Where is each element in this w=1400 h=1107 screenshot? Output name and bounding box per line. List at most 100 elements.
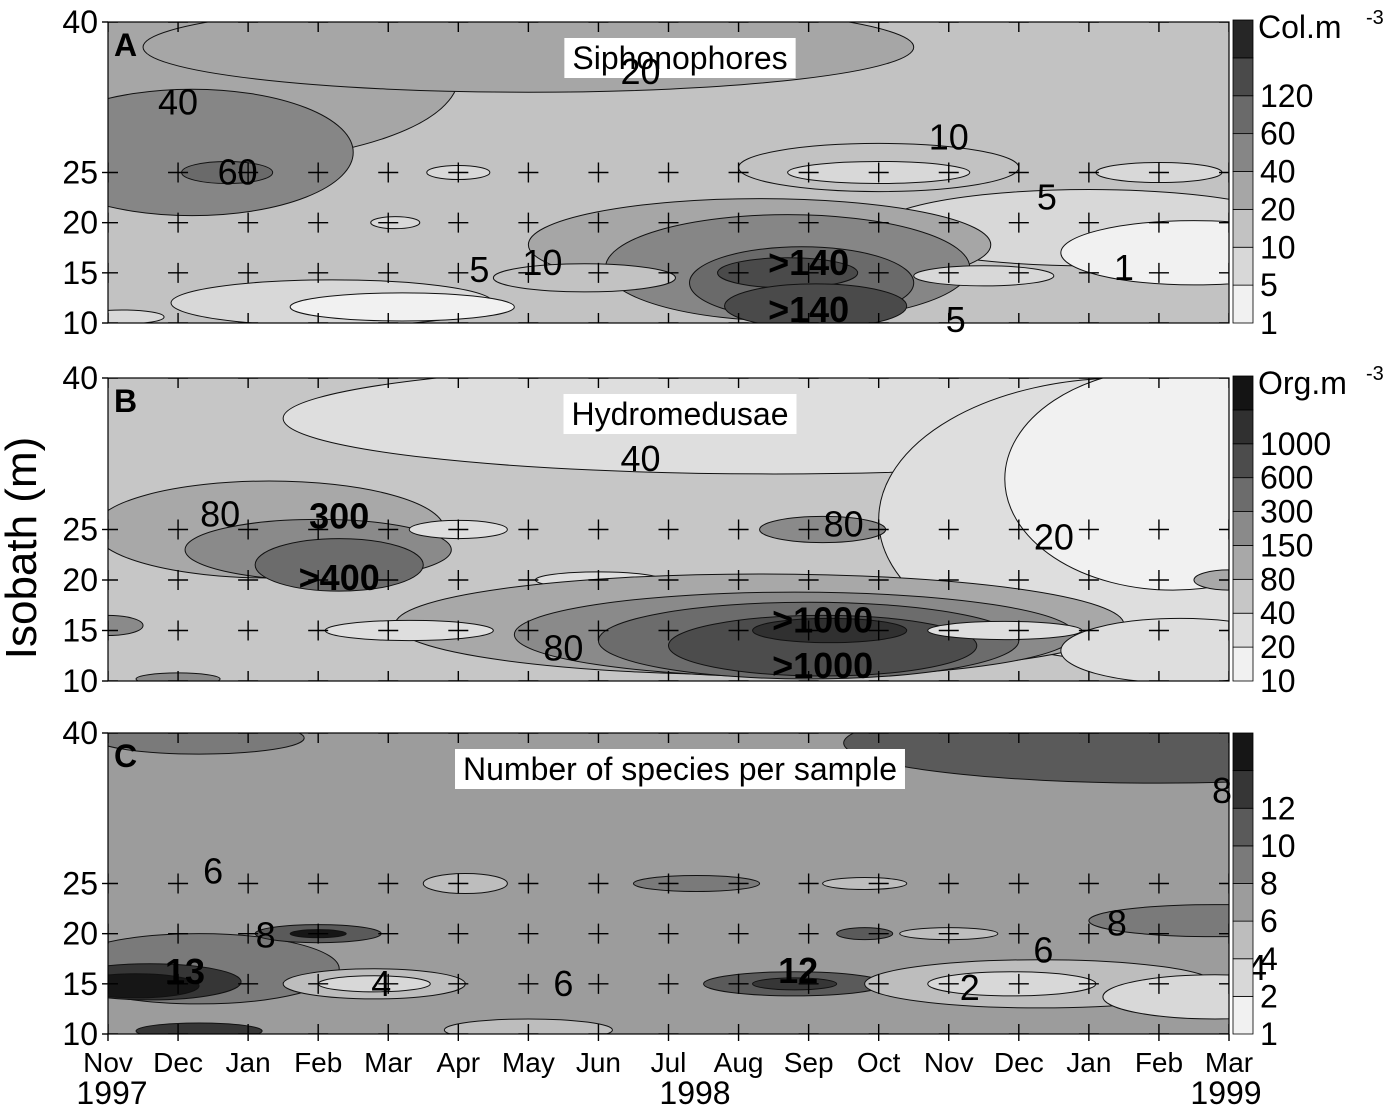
sample-station-mark: [938, 1024, 959, 1034]
sample-station-mark: [108, 620, 118, 641]
sample-station-mark: [1008, 212, 1029, 233]
sample-station-mark: [728, 1024, 749, 1034]
panel-title-text: Hydromedusae: [572, 396, 789, 432]
contour-label: >1000: [772, 599, 873, 640]
sample-station-mark: [658, 162, 679, 183]
sample-station-mark: [658, 519, 679, 540]
y-tick-label: 25: [62, 512, 98, 548]
sample-station-mark: [378, 733, 399, 743]
colorbar-level-label: 2: [1260, 978, 1278, 1014]
sample-station-mark: [448, 733, 469, 743]
x-tick-label: Feb: [1135, 1047, 1183, 1078]
sample-station-mark: [798, 262, 819, 283]
sample-station-mark: [1008, 162, 1029, 183]
sample-station-mark: [1008, 923, 1029, 944]
x-tick-label: Oct: [857, 1047, 901, 1078]
contour-label: 20: [1034, 517, 1074, 558]
sample-station-mark: [588, 519, 609, 540]
panel-title-text: Siphonophores: [572, 40, 787, 76]
colorbar-swatch: [1232, 545, 1254, 580]
sample-station-mark: [938, 212, 959, 233]
contour-label: 12: [778, 950, 818, 991]
panel-title: Number of species per sample: [455, 749, 905, 789]
x-tick-label: Jan: [1066, 1047, 1111, 1078]
contour-region-c-8: [752, 977, 838, 991]
sample-station-mark: [938, 733, 959, 743]
contour-label: 2: [960, 967, 980, 1008]
sample-station-mark: [868, 1024, 889, 1034]
sample-station-mark: [518, 671, 539, 681]
sample-station-mark: [728, 162, 749, 183]
sample-station-mark: [168, 570, 189, 590]
sample-station-mark: [238, 733, 259, 743]
sample-station-mark: [938, 519, 959, 540]
sample-station-mark: [588, 973, 609, 994]
panel-letter: C: [114, 738, 137, 774]
sample-station-mark: [1078, 671, 1099, 681]
sample-station-mark: [168, 162, 189, 183]
sample-station-mark: [168, 313, 189, 323]
contour-label: 13: [165, 951, 205, 992]
colorbar-swatch: [1232, 732, 1254, 772]
colorbar-swatch: [1232, 578, 1254, 614]
sample-station-mark: [1078, 22, 1099, 32]
sample-station-mark: [658, 973, 679, 994]
sample-station-mark: [1078, 873, 1099, 894]
y-tick-label: 25: [62, 155, 98, 191]
sample-station-mark: [168, 620, 189, 641]
colorbar-level-label: 120: [1260, 78, 1313, 114]
contour-label: 1: [1114, 247, 1134, 288]
sample-station-mark: [1008, 378, 1029, 388]
sample-station-mark: [378, 262, 399, 283]
sample-station-mark: [938, 973, 959, 994]
x-tick-label: Mar: [1205, 1047, 1253, 1078]
sample-station-mark: [238, 519, 259, 540]
sample-station-mark: [108, 923, 118, 944]
contour-label: 40: [620, 438, 660, 479]
colorbar-swatch: [1232, 646, 1254, 682]
sample-station-mark: [238, 1024, 259, 1034]
contour-label: 40: [158, 81, 198, 122]
sample-station-mark: [1008, 262, 1029, 283]
sample-station-mark: [308, 973, 329, 994]
sample-station-mark: [1008, 873, 1029, 894]
contour-region-a-15: [724, 283, 908, 323]
sample-station-mark: [658, 378, 679, 388]
sample-station-mark: [1148, 671, 1169, 681]
sample-station-mark: [1078, 923, 1099, 944]
contour-region-b-7: [759, 515, 887, 544]
sample-station-mark: [588, 1024, 609, 1034]
colorbar-level-label: 80: [1260, 561, 1296, 597]
x-tick-label: Nov: [83, 1047, 133, 1078]
colorbar-swatch: [1232, 171, 1254, 210]
sample-station-mark: [1148, 162, 1169, 183]
sample-station-mark: [308, 923, 329, 944]
colorbar-swatch: [1232, 375, 1254, 411]
sample-station-mark: [1219, 262, 1229, 283]
sample-station-mark: [308, 262, 329, 283]
colorbar-swatch: [1232, 133, 1254, 172]
sample-station-mark: [1148, 1024, 1169, 1034]
sample-station-mark: [588, 620, 609, 641]
x-tick-label: Dec: [153, 1047, 203, 1078]
contour-region-a-2: [108, 88, 354, 217]
sample-station-mark: [1078, 973, 1099, 994]
sample-station-mark: [728, 671, 749, 681]
sample-station-mark: [308, 620, 329, 641]
sample-station-mark: [658, 733, 679, 743]
sample-station-mark: [798, 162, 819, 183]
contour-region-c-1: [108, 733, 305, 755]
contour-region-b-18: [1193, 569, 1229, 591]
colorbar-swatch: [1232, 409, 1254, 445]
sample-station-mark: [658, 923, 679, 944]
sample-station-mark: [378, 378, 399, 388]
sample-station-mark: [378, 212, 399, 233]
x-tick-label: Mar: [364, 1047, 412, 1078]
sample-station-mark: [1148, 519, 1169, 540]
colorbar-swatch: [1232, 612, 1254, 648]
colorbar-level-label: 150: [1260, 527, 1313, 563]
panel-title: Hydromedusae: [563, 394, 797, 434]
